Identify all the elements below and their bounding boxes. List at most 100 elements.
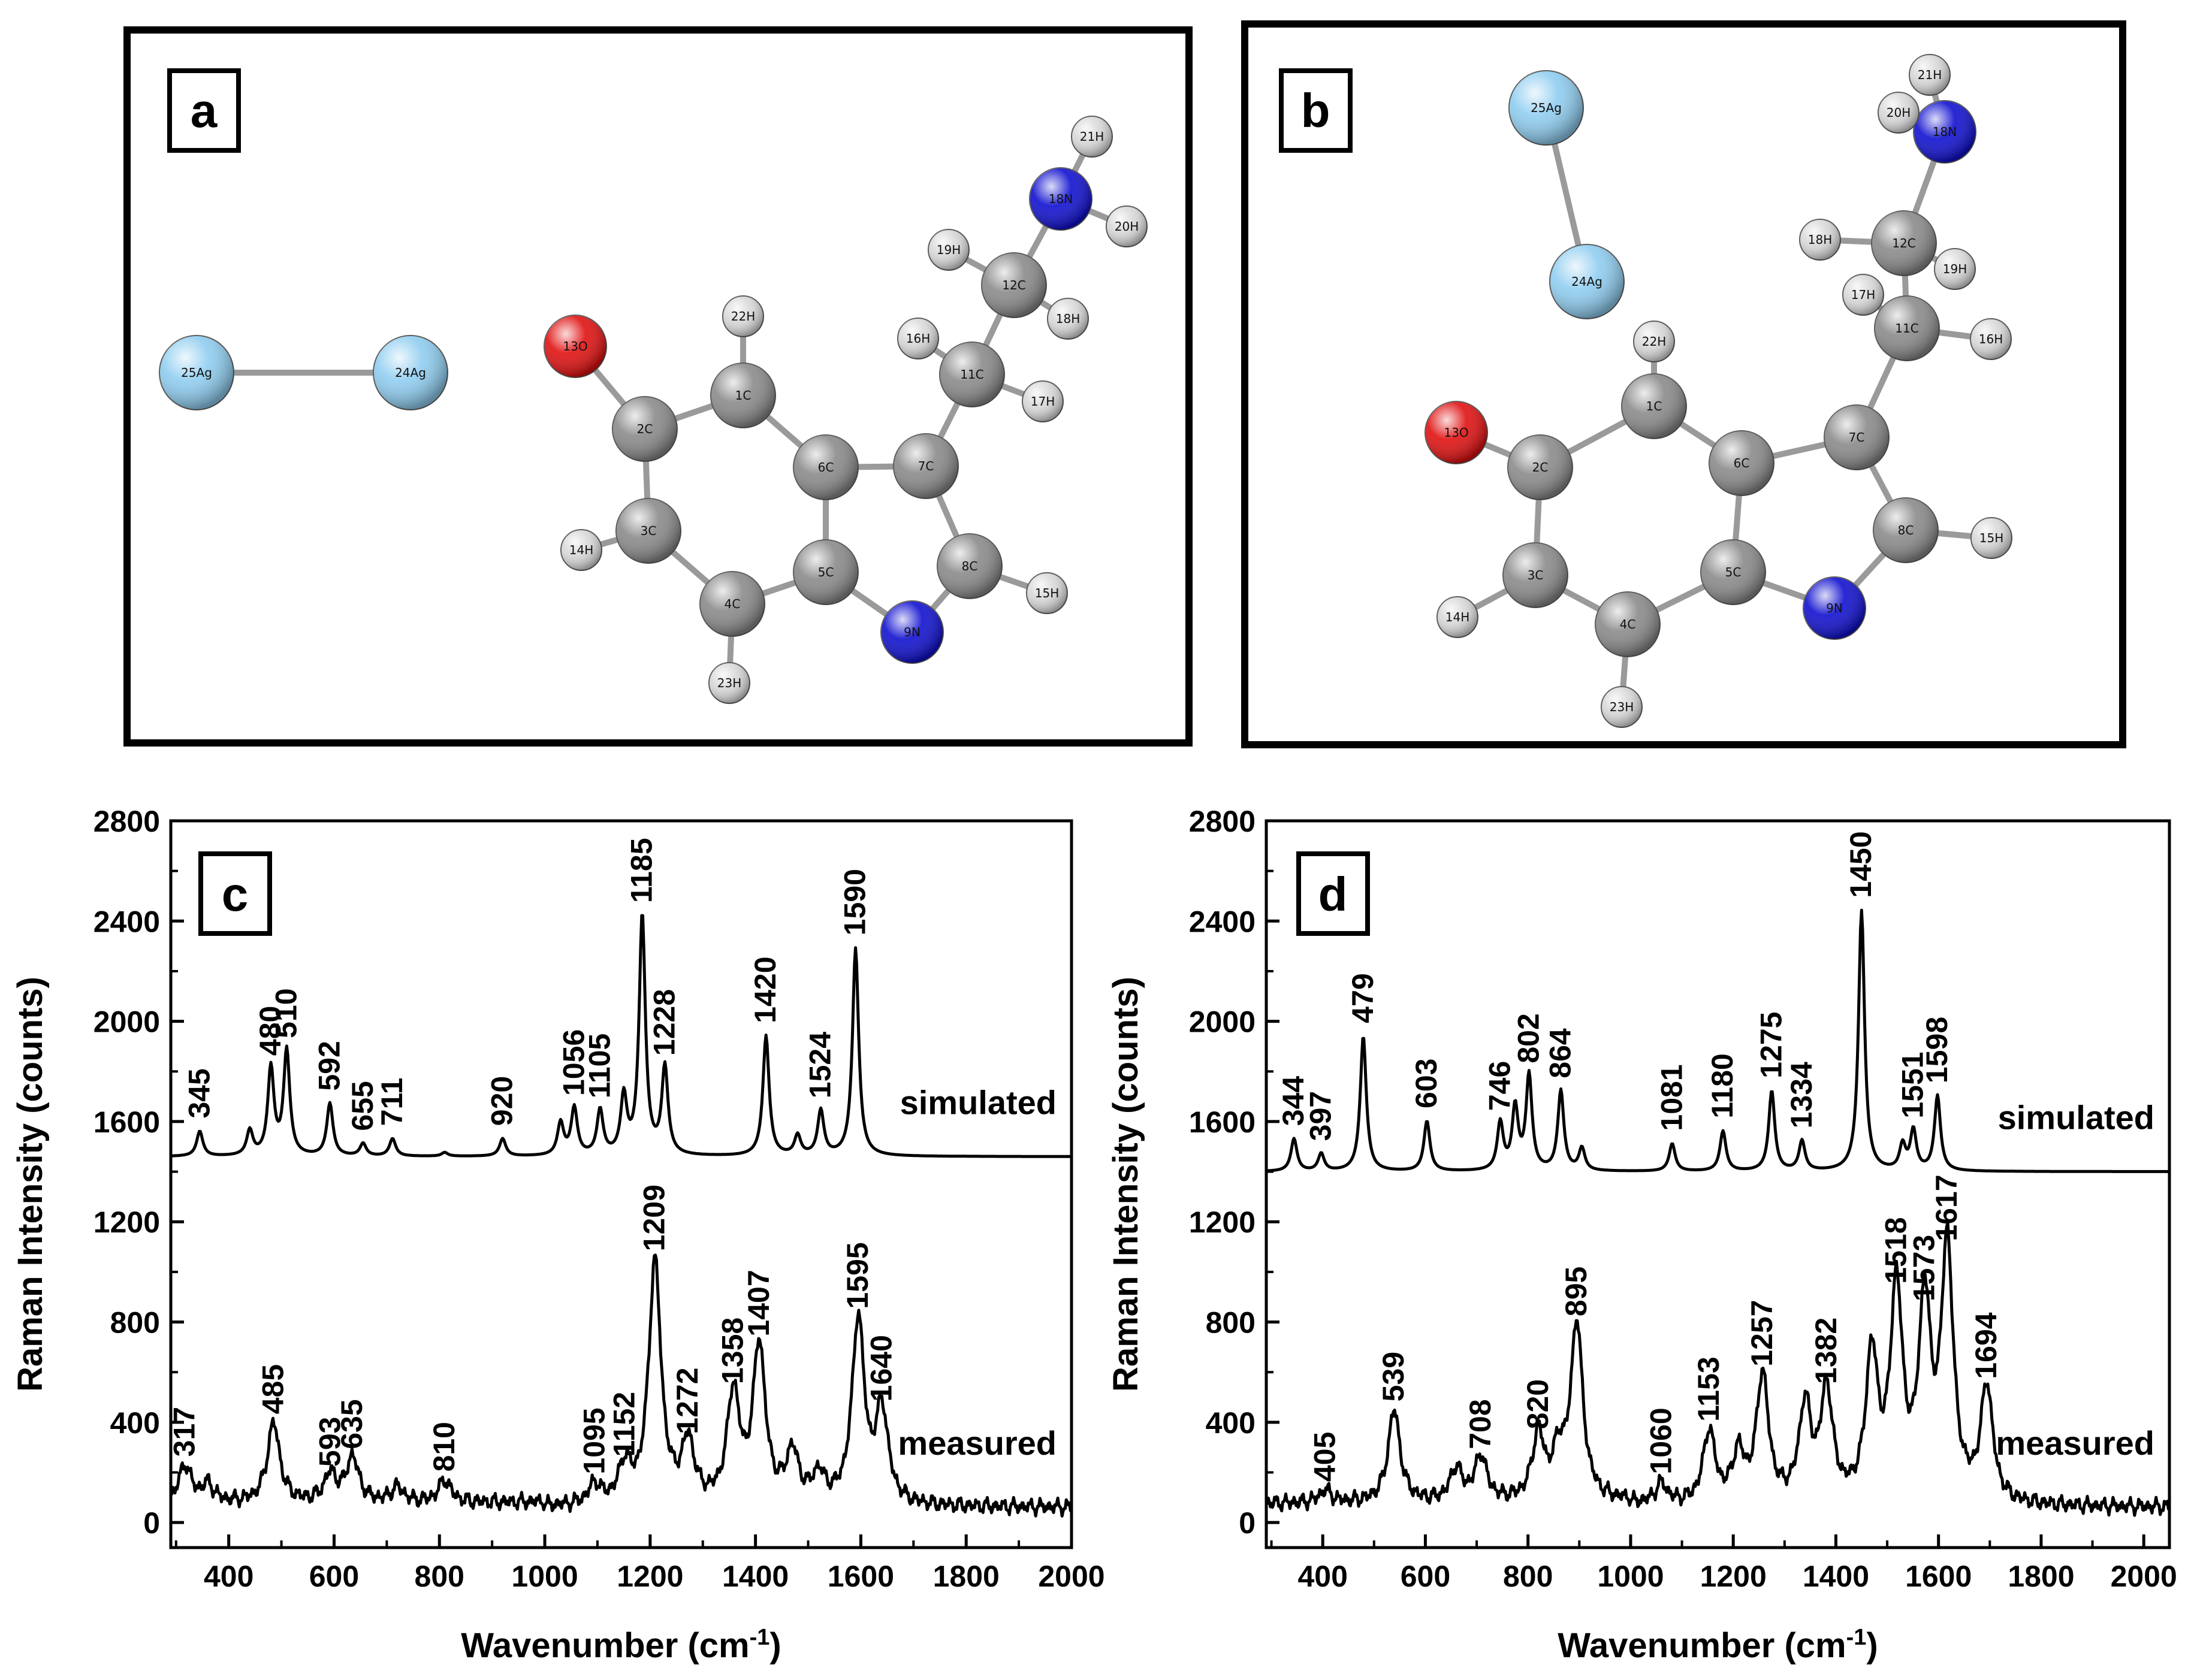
atom-18N: 18N — [1913, 100, 1976, 164]
peak-label-simulated: 603 — [1410, 1058, 1443, 1108]
series-measured-line — [1264, 1221, 2171, 1517]
peak-label-simulated: 1105 — [583, 1034, 616, 1098]
peak-label-simulated: 746 — [1483, 1061, 1516, 1111]
atom-label: 25Ag — [1531, 101, 1562, 115]
atom-label: 5C — [818, 565, 834, 579]
atom-4C: 4C — [699, 571, 765, 637]
peak-label-measured: 1694 — [1969, 1312, 2003, 1379]
panel-a-label-box — [167, 68, 241, 153]
atom-15H: 15H — [1026, 572, 1068, 614]
y-tick-label: 1200 — [1189, 1205, 1256, 1239]
panel-a: a 25Ag 24Ag 13O 2C 1C 22H 6C 7C 3C 14H 4C 5C 23H 9N 8C… — [123, 26, 1193, 747]
y-tick-label: 1600 — [93, 1105, 160, 1139]
atom-13O: 13O — [544, 315, 607, 378]
atom-label: 12C — [1002, 278, 1025, 292]
peak-label-simulated: 510 — [269, 988, 303, 1038]
x-tick-label: 1400 — [722, 1560, 789, 1593]
peak-label-measured: 1153 — [1692, 1356, 1725, 1421]
x-tick-label: 2000 — [1038, 1560, 1104, 1593]
x-tick-label: 1200 — [1700, 1560, 1767, 1593]
peak-label-simulated: 480 — [253, 1006, 287, 1056]
peak-label-simulated: 1420 — [749, 956, 782, 1023]
plot-frame — [1264, 819, 2171, 1549]
atom-19H: 19H — [928, 229, 970, 271]
peak-label-measured: 1257 — [1745, 1300, 1779, 1367]
atom-label: 19H — [1943, 262, 1967, 276]
atom-11C: 11C — [939, 342, 1005, 407]
atom-7C: 7C — [1824, 404, 1890, 470]
peak-label-measured: 810 — [427, 1422, 461, 1471]
atom-1C: 1C — [710, 362, 776, 428]
atom-12C: 12C — [981, 252, 1047, 318]
x-tick-label: 1800 — [2008, 1560, 2074, 1593]
x-tick-label: 1600 — [1905, 1560, 1972, 1593]
peak-label-simulated: 1551 — [1896, 1051, 1930, 1118]
peak-label-simulated: 1275 — [1754, 1012, 1788, 1078]
atom-label: 16H — [906, 331, 931, 346]
atom-label: 19H — [937, 243, 961, 257]
series-measured-annotation: measured — [898, 1424, 1057, 1462]
atom-3C: 3C — [615, 498, 681, 564]
peak-label-simulated: 344 — [1276, 1076, 1310, 1126]
atom-21H: 21H — [1909, 54, 1951, 96]
x-tick-label: 1800 — [933, 1560, 1000, 1593]
series-simulated-annotation: simulated — [1998, 1098, 2154, 1136]
series-simulated-line — [170, 914, 1072, 1158]
series-simulated-line — [1266, 908, 2170, 1173]
x-tick-label: 400 — [204, 1560, 253, 1593]
molecule-a: 25Ag 24Ag 13O 2C 1C 22H 6C 7C 3C 14H 4C 5C 23H 9N 8C 15… — [159, 116, 1148, 704]
panel-a-frame — [123, 26, 1193, 747]
atom-label: 20H — [1887, 105, 1911, 120]
atom-label: 15H — [1035, 586, 1060, 600]
atom-9N: 9N — [1803, 576, 1866, 640]
atom-3C: 3C — [1502, 542, 1568, 608]
atom-label: 1C — [735, 388, 752, 403]
atom-label: 17H — [1851, 288, 1876, 302]
peak-label-measured: 1272 — [671, 1367, 704, 1434]
atom-label: 13O — [1444, 425, 1468, 440]
y-tick-label: 1600 — [1189, 1105, 1256, 1139]
atom-17H: 17H — [1022, 380, 1064, 422]
peak-label-simulated: 864 — [1543, 1028, 1577, 1078]
panel-c-label: c — [222, 868, 249, 921]
atom-label: 9N — [904, 625, 921, 639]
peak-label-measured: 635 — [335, 1399, 369, 1449]
plot-frame — [169, 819, 1073, 1549]
atom-20H: 20H — [1106, 206, 1148, 247]
molecule-b: 25Ag 24Ag 13O 2C 1C 22H 6C 7C 3C 14H 4C 5C 23H 9N 8C 15… — [1425, 54, 2012, 728]
atom-label: 13O — [563, 339, 587, 353]
peak-label-measured: 1358 — [716, 1318, 750, 1384]
y-tick-label: 800 — [1206, 1306, 1256, 1340]
peak-label-simulated: 655 — [346, 1081, 379, 1131]
atom-12C: 12C — [1871, 210, 1937, 276]
x-axis-label: Wavenumber (cm-1) — [461, 1625, 781, 1665]
atom-24Ag: 24Ag — [373, 335, 448, 410]
peak-label-measured: 485 — [256, 1364, 289, 1414]
atom-label: 8C — [962, 559, 978, 573]
atom-6C: 6C — [1709, 430, 1774, 496]
peak-label-measured: 1382 — [1809, 1318, 1843, 1384]
x-tick-label: 800 — [415, 1560, 464, 1593]
atom-16H: 16H — [897, 318, 939, 359]
peak-label-measured: 1152 — [608, 1392, 641, 1457]
atom-label: 6C — [818, 460, 834, 475]
y-tick-label: 0 — [143, 1506, 160, 1540]
peak-label-measured: 1209 — [638, 1185, 671, 1251]
atom-label: 5C — [1725, 565, 1742, 579]
atom-18H: 18H — [1047, 298, 1089, 340]
atom-24Ag: 24Ag — [1549, 244, 1625, 319]
atom-label: 16H — [1979, 332, 2003, 346]
atom-label: 23H — [717, 676, 742, 690]
atom-label: 22H — [1642, 334, 1667, 349]
atom-label: 7C — [1849, 430, 1865, 445]
peak-label-simulated: 1180 — [1706, 1053, 1739, 1118]
atom-label: 7C — [918, 459, 934, 473]
atom-label: 18N — [1049, 192, 1073, 206]
atom-22H: 22H — [722, 295, 764, 337]
atom-4C: 4C — [1595, 591, 1661, 657]
atom-16H: 16H — [1970, 318, 2012, 360]
atom-2C: 2C — [1507, 434, 1573, 500]
atom-6C: 6C — [793, 434, 859, 500]
atom-8C: 8C — [1873, 497, 1939, 563]
